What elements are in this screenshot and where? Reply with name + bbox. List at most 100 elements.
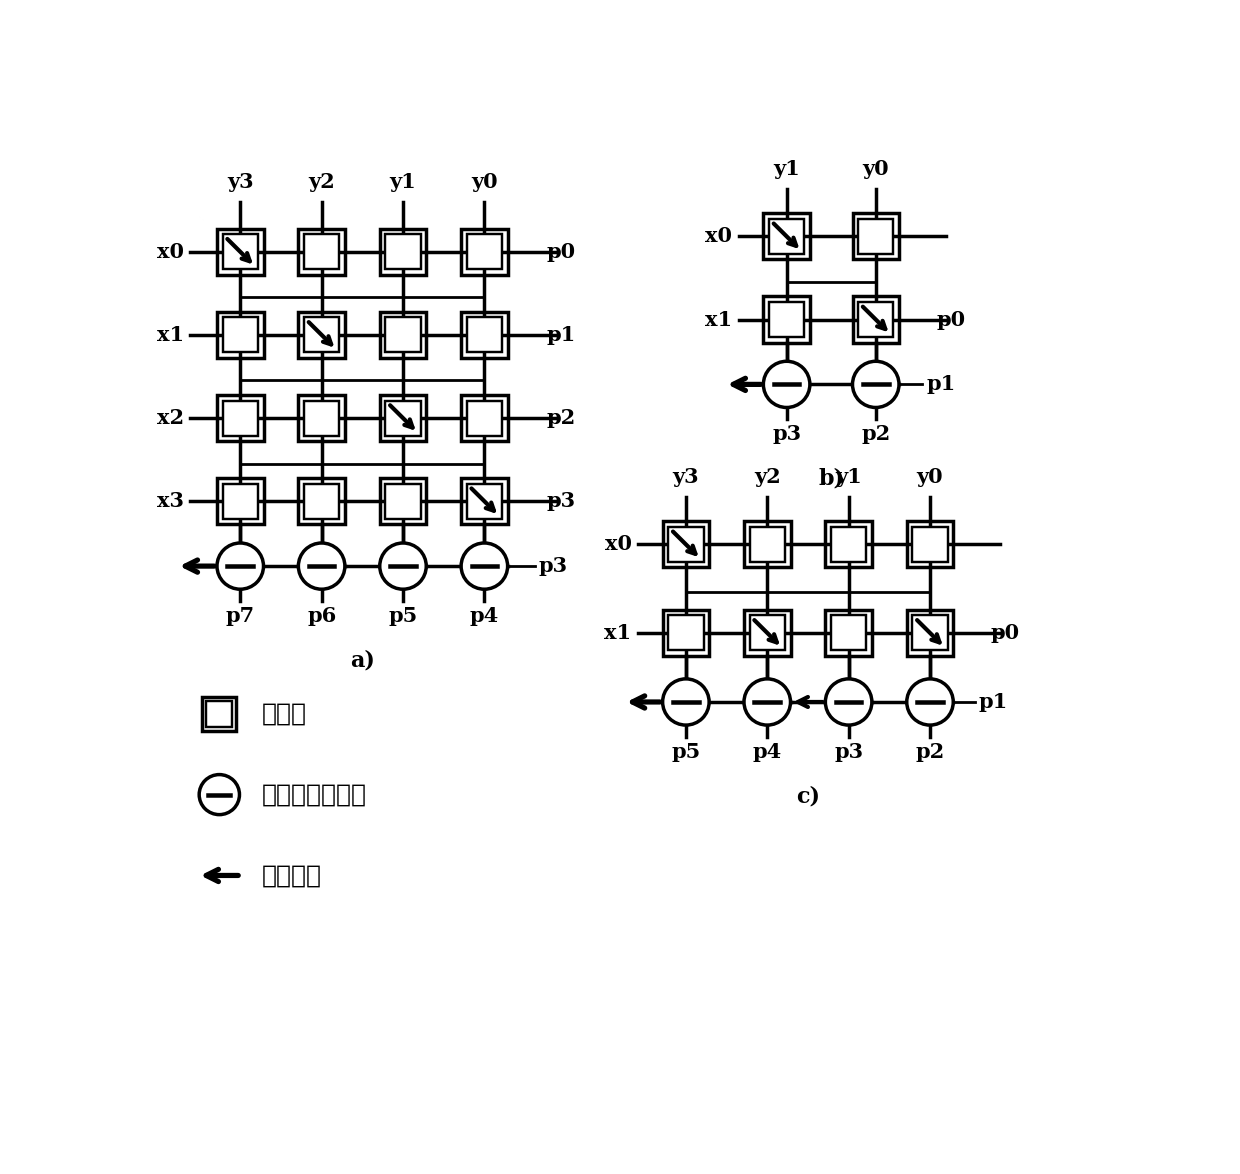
Text: x1: x1 bbox=[605, 623, 631, 643]
Bar bbox=[299, 312, 345, 358]
Text: p2: p2 bbox=[861, 425, 890, 445]
Circle shape bbox=[906, 679, 954, 726]
Bar bbox=[379, 394, 427, 441]
Text: x0: x0 bbox=[706, 227, 733, 247]
Text: p3: p3 bbox=[547, 491, 575, 511]
Bar bbox=[466, 317, 502, 352]
Bar bbox=[461, 478, 507, 525]
Text: x0: x0 bbox=[156, 242, 184, 262]
Bar bbox=[831, 527, 867, 562]
Bar bbox=[744, 521, 791, 567]
Bar bbox=[386, 484, 420, 519]
Bar bbox=[386, 400, 420, 436]
Bar bbox=[304, 484, 340, 519]
Bar bbox=[304, 317, 340, 352]
Bar bbox=[668, 615, 703, 650]
Bar bbox=[826, 609, 872, 656]
Text: y1: y1 bbox=[774, 160, 800, 180]
Text: y1: y1 bbox=[836, 467, 862, 487]
Text: y3: y3 bbox=[672, 467, 699, 487]
Bar bbox=[769, 218, 805, 254]
Text: p2: p2 bbox=[547, 409, 575, 429]
Bar bbox=[299, 478, 345, 525]
Bar bbox=[379, 229, 427, 275]
Bar bbox=[217, 312, 263, 358]
Bar bbox=[662, 609, 709, 656]
Bar bbox=[223, 400, 258, 436]
Text: p1: p1 bbox=[978, 691, 1008, 711]
Text: x2: x2 bbox=[156, 409, 184, 429]
Text: y2: y2 bbox=[309, 173, 335, 193]
Bar bbox=[206, 701, 232, 727]
Text: p7: p7 bbox=[226, 606, 254, 626]
Bar bbox=[466, 484, 502, 519]
Circle shape bbox=[662, 679, 709, 726]
Bar bbox=[386, 317, 420, 352]
Circle shape bbox=[200, 775, 239, 815]
Circle shape bbox=[764, 362, 810, 407]
Bar bbox=[853, 296, 899, 343]
Bar bbox=[744, 609, 791, 656]
Text: x3: x3 bbox=[156, 491, 184, 511]
Text: p3: p3 bbox=[835, 742, 863, 762]
Text: b): b) bbox=[818, 467, 844, 490]
Text: y3: y3 bbox=[227, 173, 253, 193]
Bar bbox=[217, 394, 263, 441]
Text: p0: p0 bbox=[547, 242, 575, 262]
Bar bbox=[299, 229, 345, 275]
Bar bbox=[769, 302, 805, 337]
Circle shape bbox=[826, 679, 872, 726]
Text: p0: p0 bbox=[991, 623, 1019, 643]
Text: p3: p3 bbox=[773, 425, 801, 445]
Circle shape bbox=[461, 544, 507, 589]
Bar bbox=[217, 478, 263, 525]
Circle shape bbox=[379, 544, 427, 589]
Bar bbox=[662, 521, 709, 567]
Bar bbox=[461, 229, 507, 275]
Text: x0: x0 bbox=[605, 534, 631, 554]
Text: y0: y0 bbox=[471, 173, 497, 193]
Bar bbox=[304, 234, 340, 269]
Text: p2: p2 bbox=[915, 742, 945, 762]
Text: p4: p4 bbox=[753, 742, 782, 762]
Text: p6: p6 bbox=[308, 606, 336, 626]
Bar bbox=[223, 317, 258, 352]
Text: p5: p5 bbox=[671, 742, 701, 762]
Bar bbox=[223, 484, 258, 519]
Bar bbox=[913, 615, 947, 650]
Text: c): c) bbox=[796, 785, 820, 808]
Text: p1: p1 bbox=[926, 375, 955, 394]
Bar bbox=[858, 302, 893, 337]
Bar bbox=[906, 609, 954, 656]
Bar bbox=[749, 527, 785, 562]
Bar bbox=[906, 521, 954, 567]
Bar bbox=[668, 527, 703, 562]
Bar bbox=[461, 312, 507, 358]
Circle shape bbox=[217, 544, 263, 589]
Bar bbox=[217, 229, 263, 275]
Bar bbox=[466, 234, 502, 269]
Bar bbox=[749, 615, 785, 650]
Text: y1: y1 bbox=[389, 173, 417, 193]
Circle shape bbox=[744, 679, 791, 726]
Bar bbox=[379, 478, 427, 525]
Text: y0: y0 bbox=[863, 160, 889, 180]
Circle shape bbox=[299, 544, 345, 589]
Text: a): a) bbox=[350, 649, 374, 672]
Bar bbox=[858, 218, 893, 254]
Bar bbox=[853, 214, 899, 259]
Bar bbox=[379, 312, 427, 358]
Text: 乘法器: 乘法器 bbox=[262, 702, 308, 726]
Bar bbox=[831, 615, 867, 650]
Bar bbox=[461, 394, 507, 441]
Bar bbox=[304, 400, 340, 436]
Text: x1: x1 bbox=[156, 325, 184, 345]
Circle shape bbox=[853, 362, 899, 407]
Bar bbox=[466, 400, 502, 436]
Text: p0: p0 bbox=[936, 310, 965, 330]
Bar bbox=[764, 296, 810, 343]
Text: p5: p5 bbox=[388, 606, 418, 626]
Bar bbox=[299, 394, 345, 441]
Bar bbox=[223, 234, 258, 269]
Text: p3: p3 bbox=[538, 556, 568, 576]
